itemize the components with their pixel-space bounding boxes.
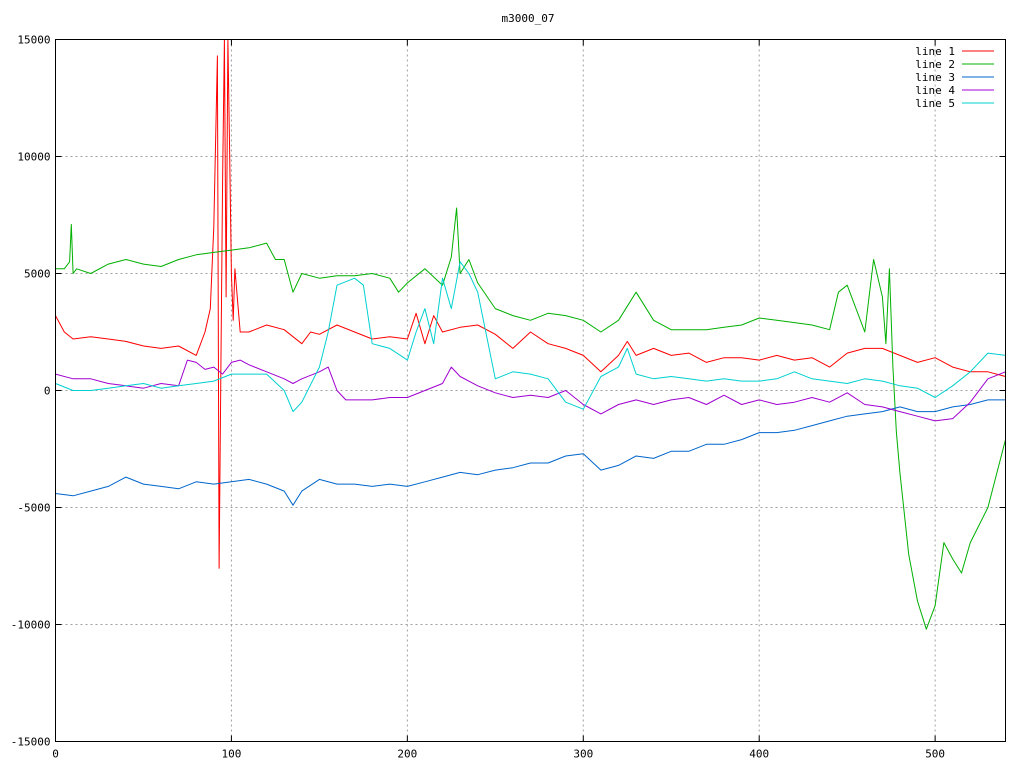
y-tick-label: 5000 [24, 268, 51, 281]
x-tick-label: 0 [52, 748, 59, 761]
x-tick-label: 100 [221, 748, 241, 761]
x-tick-label: 400 [749, 748, 769, 761]
x-tick-label: 200 [397, 748, 417, 761]
y-tick-label: -15000 [11, 736, 51, 749]
x-tick-label: 500 [925, 748, 945, 761]
y-tick-label: 10000 [17, 151, 50, 164]
series-line-2 [55, 207, 1006, 630]
y-tick-label: 0 [44, 385, 51, 398]
series-line-5 [55, 261, 1006, 413]
x-tick-label: 300 [573, 748, 593, 761]
series-line-4 [55, 359, 1006, 422]
legend-label-2: line 2 [915, 58, 955, 71]
y-tick-label: 15000 [17, 34, 50, 47]
y-tick-label: -5000 [17, 502, 50, 515]
series-line-3 [55, 399, 1006, 506]
y-tick-label: -10000 [11, 619, 51, 632]
legend-label-3: line 3 [915, 71, 955, 84]
legend-label-1: line 1 [915, 45, 955, 58]
chart-title: m3000_07 [502, 12, 555, 25]
series-group [55, 39, 1006, 630]
legend-label-4: line 4 [915, 84, 955, 97]
series-line-1 [55, 39, 1006, 569]
grid-lines [55, 39, 1006, 742]
axis-ticks: 0 100 200 300 400 500 -15000 -10000 -5000 0 5000 10… [11, 34, 1006, 761]
legend-label-5: line 5 [915, 97, 955, 110]
